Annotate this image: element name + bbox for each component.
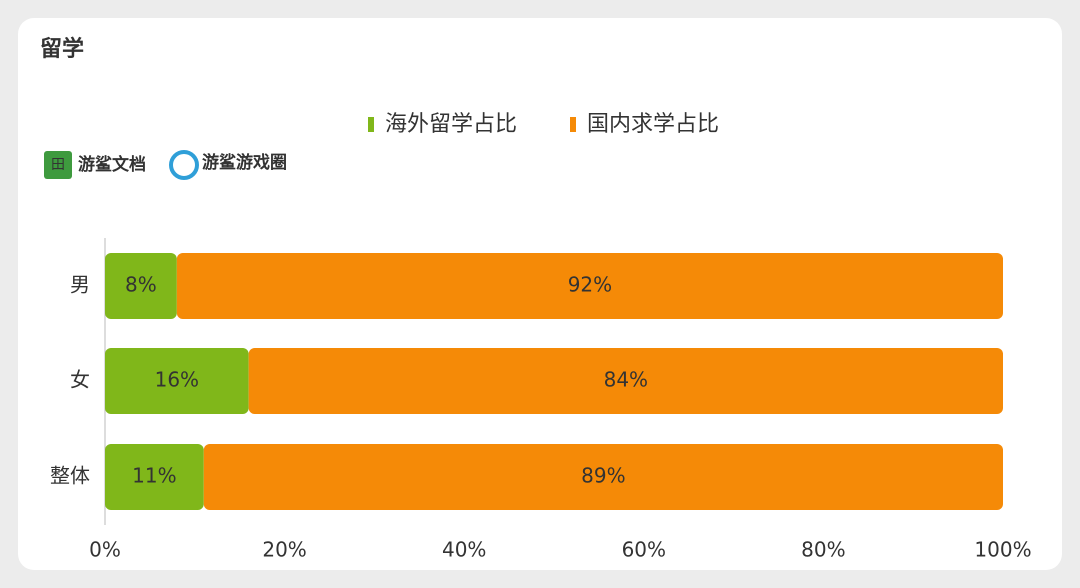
bar-segment bbox=[248, 348, 1003, 414]
legend-label: 海外留学占比 bbox=[385, 112, 517, 137]
data-label: 89% bbox=[581, 464, 625, 488]
logo-icon bbox=[44, 151, 72, 179]
data-label: 84% bbox=[604, 368, 648, 392]
bar-segment bbox=[176, 253, 1004, 319]
logo-icon bbox=[169, 150, 199, 180]
x-tick-label: 20% bbox=[262, 538, 306, 562]
bar-segment bbox=[105, 348, 249, 414]
data-label: 92% bbox=[568, 273, 612, 297]
data-label: 16% bbox=[155, 368, 199, 392]
logo-text: 游鲨游戏圈 bbox=[202, 152, 287, 173]
y-tick-label: 整体 bbox=[50, 464, 90, 488]
logo-icon-mark: 田 bbox=[51, 157, 65, 173]
x-tick-label: 80% bbox=[801, 538, 845, 562]
y-tick-label: 男 bbox=[70, 273, 90, 297]
legend-label: 国内求学占比 bbox=[587, 112, 719, 137]
data-label: 8% bbox=[125, 273, 157, 297]
logo-text: 游鲨文档 bbox=[78, 154, 146, 175]
x-tick-label: 100% bbox=[974, 538, 1031, 562]
legend-marker bbox=[570, 117, 576, 132]
bar-segment bbox=[203, 444, 1003, 510]
chart-title: 留学 bbox=[40, 36, 84, 62]
x-tick-label: 40% bbox=[442, 538, 486, 562]
bar-segment bbox=[105, 444, 204, 510]
data-label: 11% bbox=[132, 464, 176, 488]
y-tick-label: 女 bbox=[70, 368, 90, 392]
x-tick-label: 0% bbox=[89, 538, 121, 562]
bar-segment bbox=[105, 253, 177, 319]
x-tick-label: 60% bbox=[622, 538, 666, 562]
legend-marker bbox=[368, 117, 374, 132]
